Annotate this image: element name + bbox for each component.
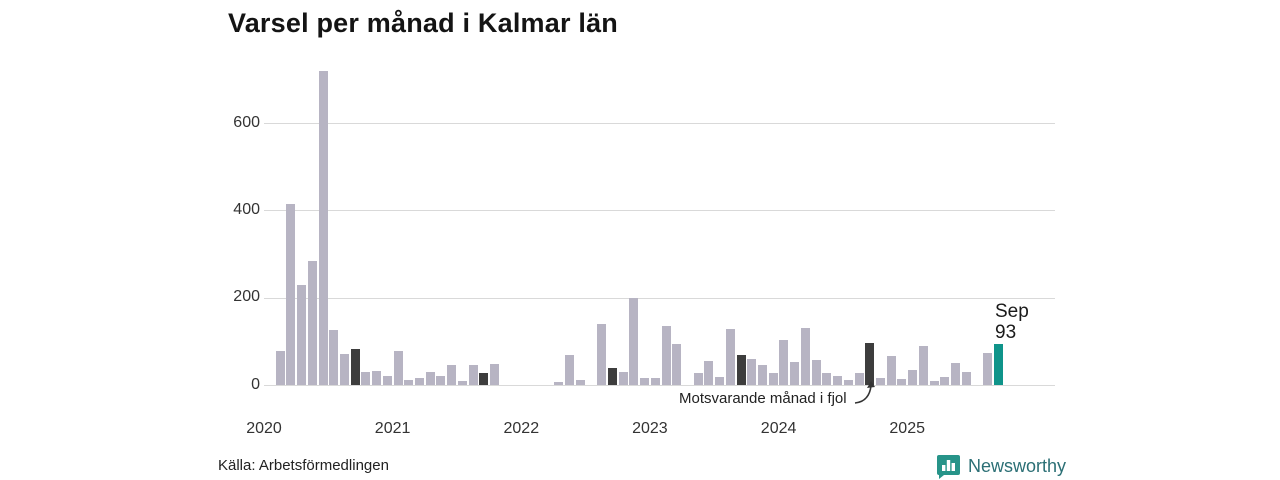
bar-2022-10 <box>618 371 628 385</box>
bar-2020-07 <box>329 330 339 385</box>
highlight-month-text: Sep <box>995 301 1029 322</box>
bar-2025-09 <box>993 344 1003 385</box>
bar-2023-11 <box>758 364 767 385</box>
bar-2024-04 <box>811 360 821 385</box>
chart-title: Varsel per månad i Kalmar län <box>228 8 618 38</box>
bar-2021-05 <box>436 375 446 385</box>
annotation-arrow-icon <box>854 381 875 404</box>
prev-year-annotation: Motsvarande månad i fjol <box>679 390 847 407</box>
x-tick-label-2023: 2023 <box>632 420 668 437</box>
bar-2021-10 <box>490 364 499 385</box>
bar-2021-07 <box>457 380 467 385</box>
bar-2024-03 <box>800 328 810 385</box>
bar-2023-07 <box>715 377 725 385</box>
bar-2024-01 <box>779 340 789 385</box>
y-tick-label: 0 <box>251 375 260 393</box>
bar-2021-04 <box>425 371 435 385</box>
bar-2022-11 <box>629 297 639 385</box>
bar-2023-02 <box>661 326 671 385</box>
bar-2020-06 <box>318 70 328 385</box>
bar-2023-03 <box>672 344 682 385</box>
bar-2025-05 <box>950 363 960 385</box>
bar-2025-04 <box>940 376 950 385</box>
bar-2024-10 <box>875 378 885 385</box>
gridline-y-400 <box>264 210 1055 212</box>
bar-2024-09 <box>865 342 875 385</box>
bar-2023-05 <box>693 373 703 385</box>
x-tick-label-2025: 2025 <box>889 420 925 437</box>
highlight-value-text: 93 <box>995 322 1017 343</box>
bar-2023-01 <box>650 378 660 385</box>
bar-2023-08 <box>725 329 735 385</box>
bar-2022-08 <box>597 323 607 385</box>
bar-2024-12 <box>897 379 907 385</box>
bar-2020-11 <box>372 371 382 385</box>
x-tick-label-2020: 2020 <box>246 420 282 437</box>
source-attribution: Källa: Arbetsförmedlingen <box>218 457 389 474</box>
bar-2023-09 <box>736 354 746 385</box>
bar-2025-06 <box>961 371 971 385</box>
bar-2021-03 <box>414 377 424 385</box>
bar-2020-08 <box>339 353 349 385</box>
y-tick-label: 200 <box>233 288 260 306</box>
bar-2024-02 <box>790 361 800 385</box>
bar-2024-05 <box>822 372 832 385</box>
bar-2020-03 <box>286 203 296 385</box>
newsworthy-logo: Newsworthy <box>936 454 1066 479</box>
bar-2020-05 <box>307 260 317 385</box>
newsworthy-bars-icon <box>937 455 960 479</box>
bar-2024-07 <box>843 380 853 385</box>
bar-2024-06 <box>833 375 842 385</box>
newsworthy-logo-text: Newsworthy <box>968 456 1067 476</box>
bar-2021-01 <box>393 350 403 385</box>
bar-2020-09 <box>350 349 360 385</box>
x-tick-label-2022: 2022 <box>503 420 540 437</box>
bar-2020-02 <box>275 350 285 385</box>
bar-2023-12 <box>768 372 778 385</box>
y-tick-label: 400 <box>233 200 260 218</box>
gridline-y-600 <box>264 123 1055 124</box>
gridline-y-0 <box>264 385 1055 386</box>
bar-2022-05 <box>565 355 574 385</box>
bar-2025-03 <box>929 380 939 385</box>
bar-2021-02 <box>404 379 414 385</box>
bar-2021-09 <box>479 373 489 385</box>
bar-2025-01 <box>908 370 918 385</box>
bar-2022-06 <box>575 379 585 385</box>
bar-2024-08 <box>854 372 864 385</box>
bar-2020-12 <box>382 375 392 385</box>
bar-2022-12 <box>640 378 650 385</box>
bar-2023-10 <box>747 359 757 385</box>
bar-2024-11 <box>886 356 896 385</box>
bar-2020-04 <box>297 285 306 385</box>
bar-2021-08 <box>468 364 478 385</box>
x-tick-label-2024: 2024 <box>760 420 797 437</box>
bar-2022-09 <box>607 368 617 385</box>
bar-2021-06 <box>447 364 457 385</box>
bar-2025-08 <box>983 353 993 385</box>
highlight-value-label: Sep 93 <box>995 301 1029 343</box>
gridline-y-200 <box>264 297 1055 299</box>
x-tick-label-2021: 2021 <box>374 420 411 437</box>
bar-2023-06 <box>704 360 714 385</box>
bar-2025-02 <box>918 345 928 385</box>
bar-2022-04 <box>554 381 564 385</box>
y-tick-label: 600 <box>233 113 260 131</box>
bar-2020-10 <box>361 371 371 385</box>
